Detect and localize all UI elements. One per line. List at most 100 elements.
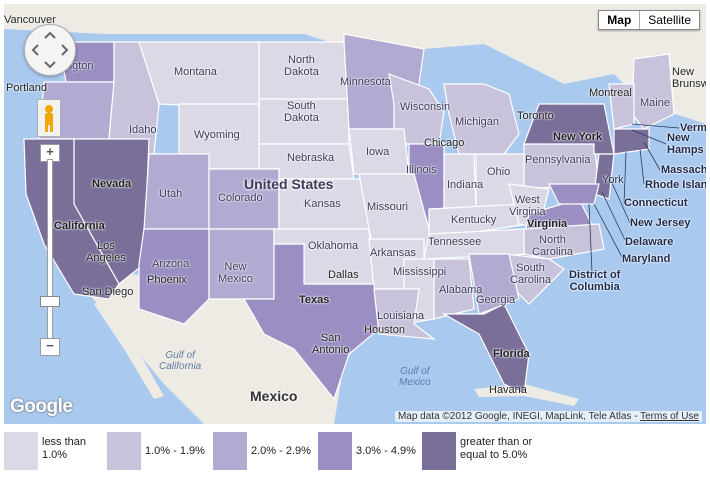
callout-vermont: Verm xyxy=(680,122,706,134)
state-label-iowa: Iowa xyxy=(366,146,390,158)
state-georgia[interactable] xyxy=(468,253,520,315)
state-label-new-mexico: New Mexico xyxy=(218,261,253,285)
state-label-west-virginia: West Virginia xyxy=(509,194,546,218)
city-new-brunswick: New Brunswi xyxy=(672,66,706,90)
state-massachusetts[interactable] xyxy=(613,128,650,155)
state-label-wisconsin: Wisconsin xyxy=(400,101,451,113)
state-label-louisiana: Louisiana xyxy=(377,310,425,322)
city-san-antonio: San Antonio xyxy=(312,332,350,356)
state-label-ohio: Ohio xyxy=(487,166,511,178)
state-florida[interactable] xyxy=(441,303,530,395)
state-label-nevada: Nevada xyxy=(92,178,132,190)
map-view-button[interactable]: Map xyxy=(599,11,641,29)
states xyxy=(23,33,675,401)
state-michigan[interactable] xyxy=(443,83,520,155)
legend-label: 3.0% - 4.9% xyxy=(356,445,416,457)
state-label-south-dakota: South Dakota xyxy=(284,100,319,124)
map-legend: less than 1.0% 1.0% - 1.9% 2.0% - 2.9% 3… xyxy=(4,428,706,478)
state-label-illinois: Illinois xyxy=(406,164,437,176)
state-texas[interactable] xyxy=(242,243,380,401)
zoom-slider-track[interactable] xyxy=(47,159,53,351)
state-label-georgia: Georgia xyxy=(476,294,516,306)
google-logo[interactable]: Google xyxy=(10,396,73,417)
legend-swatch xyxy=(422,432,456,470)
zoom-out-button[interactable]: − xyxy=(40,338,60,356)
callout-connecticut: Connecticut xyxy=(624,197,688,209)
map-type-control: Map Satellite xyxy=(598,10,700,30)
legend-swatch xyxy=(213,432,247,470)
city-dallas: Dallas xyxy=(328,269,359,281)
callout-dc: District of Columbia xyxy=(569,269,621,293)
state-label-maine: Maine xyxy=(640,97,670,109)
state-label-idaho: Idaho xyxy=(129,124,157,136)
state-label-minnesota: Minnesota xyxy=(340,76,391,88)
country-label-united-states: United States xyxy=(244,176,334,192)
legend-label: greater than or equal to 5.0% xyxy=(460,436,533,461)
legend-item: 3.0% - 4.9% xyxy=(318,432,418,470)
state-label-texas: Texas xyxy=(299,294,330,306)
state-label-wyoming: Wyoming xyxy=(194,129,240,141)
state-label-arizona: Arizona xyxy=(152,258,190,270)
city-chicago: Chicago xyxy=(424,137,465,149)
pan-control[interactable] xyxy=(24,24,76,76)
state-label-indiana: Indiana xyxy=(447,179,484,191)
map-attribution: Map data ©2012 Google, INEGI, MapLink, T… xyxy=(394,411,702,422)
state-label-montana: Montana xyxy=(174,66,217,78)
state-label-kentucky: Kentucky xyxy=(451,214,497,226)
zoom-in-button[interactable]: + xyxy=(40,144,60,162)
country-label-mexico: Mexico xyxy=(250,388,298,404)
state-label-utah: Utah xyxy=(159,188,183,200)
state-louisiana[interactable] xyxy=(373,288,437,340)
street-view-pegman[interactable] xyxy=(37,99,61,137)
callout-new-hampshire: New Hamps xyxy=(667,132,704,156)
state-new-jersey[interactable] xyxy=(593,153,615,200)
state-label-kansas: Kansas xyxy=(304,198,341,210)
state-north-carolina[interactable] xyxy=(523,223,605,260)
state-new-york[interactable] xyxy=(523,103,615,155)
state-label-tennessee: Tennessee xyxy=(428,236,482,248)
legend-label: less than 1.0% xyxy=(42,436,87,461)
city-toronto: Toronto xyxy=(517,110,554,122)
water-label-gulf-of-california: Gulf of California xyxy=(159,350,202,372)
terms-of-use-link[interactable]: Terms of Use xyxy=(640,411,699,422)
state-label-oklahoma: Oklahoma xyxy=(308,240,359,252)
state-label-alabama: Alabama xyxy=(439,284,483,296)
legend-swatch xyxy=(4,432,38,470)
state-label-mississippi: Mississippi xyxy=(393,266,447,278)
callout-maryland: Maryland xyxy=(622,253,671,265)
callout-new-york-city: York xyxy=(602,174,624,186)
map[interactable]: ngton Montana North Dakota Minnesota Sou… xyxy=(4,4,706,424)
callout-delaware: Delaware xyxy=(625,236,674,248)
callout-massachusetts: Massach xyxy=(661,164,706,176)
satellite-view-button[interactable]: Satellite xyxy=(648,13,691,27)
callout-new-jersey: New Jersey xyxy=(630,217,691,229)
canada-land xyxy=(4,4,706,124)
callout-rhode-island: Rhode Island xyxy=(645,179,706,191)
legend-item: 2.0% - 2.9% xyxy=(213,432,313,470)
state-label-nebraska: Nebraska xyxy=(287,152,335,164)
state-label-pennsylvania: Pennsylvania xyxy=(525,154,591,166)
water-label-gulf-of-mexico: Gulf of Mexico xyxy=(399,366,431,388)
city-phoenix: Phoenix xyxy=(147,274,187,286)
legend-label: 1.0% - 1.9% xyxy=(145,445,205,457)
legend-item: greater than or equal to 5.0% xyxy=(422,432,572,470)
legend-item: less than 1.0% xyxy=(4,432,104,470)
city-houston: Houston xyxy=(364,324,405,336)
map-canvas[interactable] xyxy=(4,4,706,424)
state-label-new-york: New York xyxy=(553,131,603,143)
state-label-south-carolina: South Carolina xyxy=(510,262,551,286)
state-label-arkansas: Arkansas xyxy=(370,247,416,259)
cuba-land xyxy=(474,384,579,406)
state-label-california: California xyxy=(54,220,105,232)
legend-swatch xyxy=(107,432,141,470)
callout-lines xyxy=(588,123,680,273)
city-portland: Portland xyxy=(6,82,47,94)
city-los-angeles: Los Angeles xyxy=(86,240,126,264)
state-label-colorado: Colorado xyxy=(218,192,263,204)
zoom-slider-knob[interactable] xyxy=(40,296,60,307)
baja-california xyxy=(94,299,164,399)
pegman-icon xyxy=(45,105,53,132)
legend-item: 1.0% - 1.9% xyxy=(107,432,207,470)
city-vancouver: Vancouver xyxy=(4,14,56,26)
state-alabama[interactable] xyxy=(433,258,475,320)
